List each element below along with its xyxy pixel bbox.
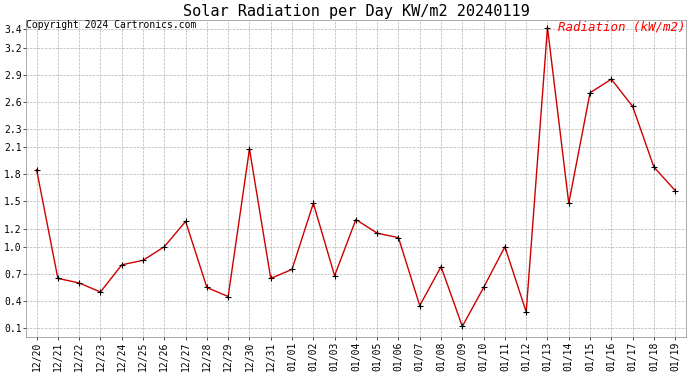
Text: Copyright 2024 Cartronics.com: Copyright 2024 Cartronics.com — [26, 20, 197, 30]
Title: Solar Radiation per Day KW/m2 20240119: Solar Radiation per Day KW/m2 20240119 — [183, 4, 529, 19]
Text: Radiation (kW/m2): Radiation (kW/m2) — [558, 20, 686, 33]
